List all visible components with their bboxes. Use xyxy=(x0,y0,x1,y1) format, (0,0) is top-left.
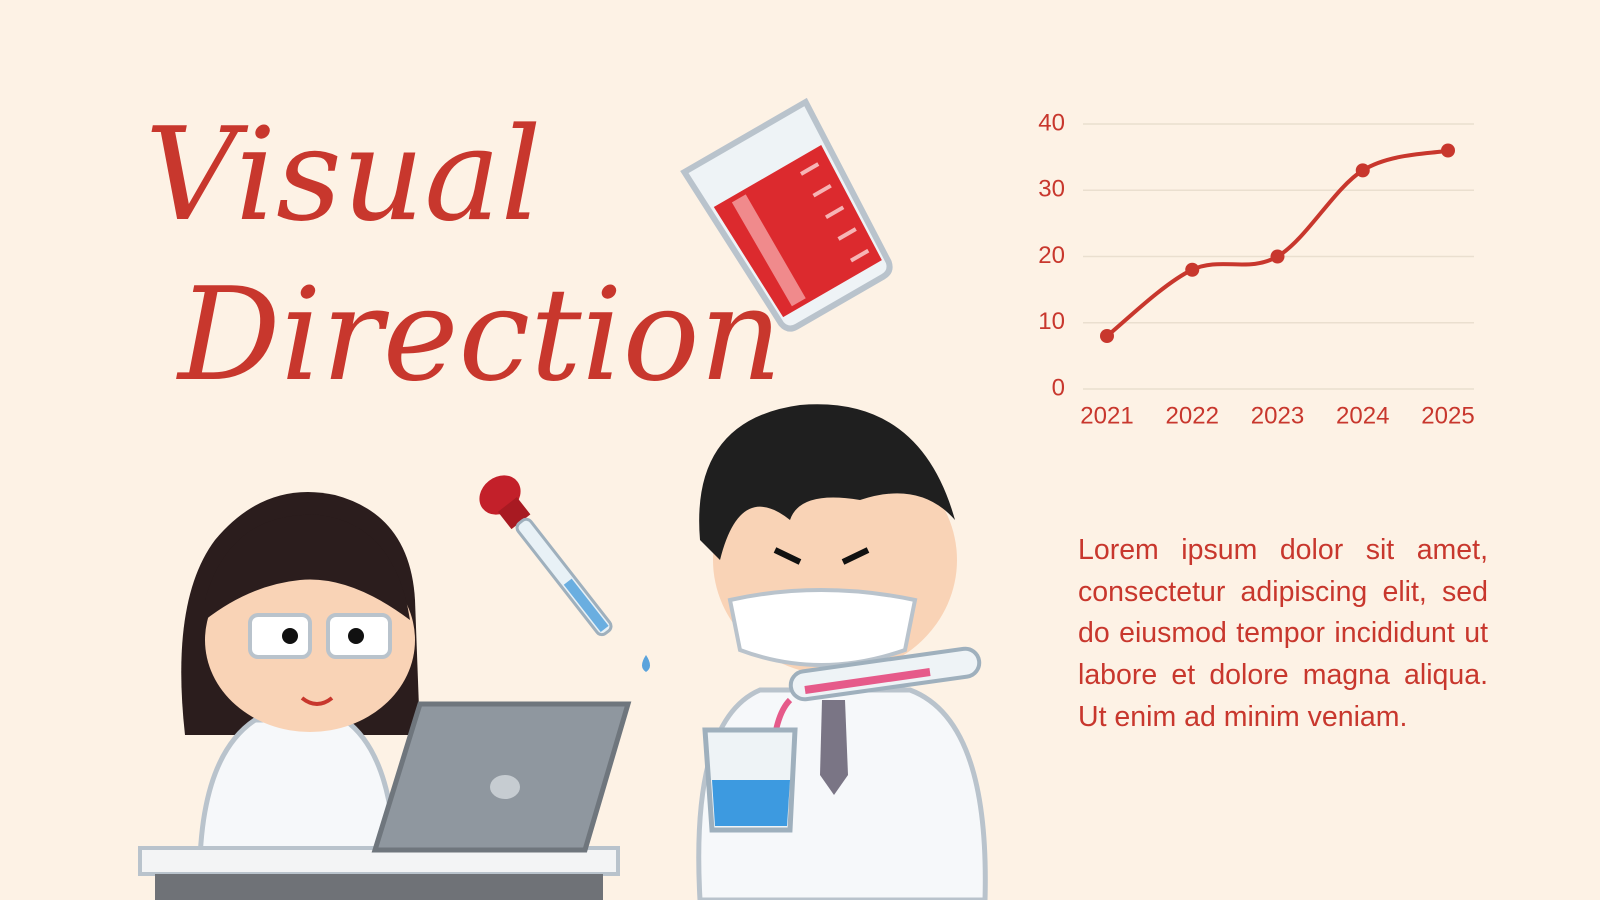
x-tick-label: 2023 xyxy=(1251,402,1304,429)
point xyxy=(1355,163,1370,178)
y-tick-label: 20 xyxy=(1038,242,1065,269)
y-tick-label: 0 xyxy=(1052,374,1065,401)
line xyxy=(1105,148,1449,338)
point xyxy=(1100,329,1114,343)
point xyxy=(1270,249,1285,264)
point xyxy=(1441,143,1455,158)
x-tick-label: 2022 xyxy=(1166,402,1219,429)
point xyxy=(1185,262,1200,277)
x-tick-label: 2025 xyxy=(1421,402,1474,429)
x-tick-label: 2024 xyxy=(1336,402,1389,429)
title-line: Visual xyxy=(145,101,542,250)
x-tick-label: 2021 xyxy=(1080,402,1133,429)
y-tick-label: 10 xyxy=(1038,308,1065,335)
y-tick-label: 40 xyxy=(1038,109,1065,136)
y-tick-label: 30 xyxy=(1038,176,1065,203)
body-text: Lorem ipsum dolor sit amet, consectetur … xyxy=(1078,534,1488,733)
